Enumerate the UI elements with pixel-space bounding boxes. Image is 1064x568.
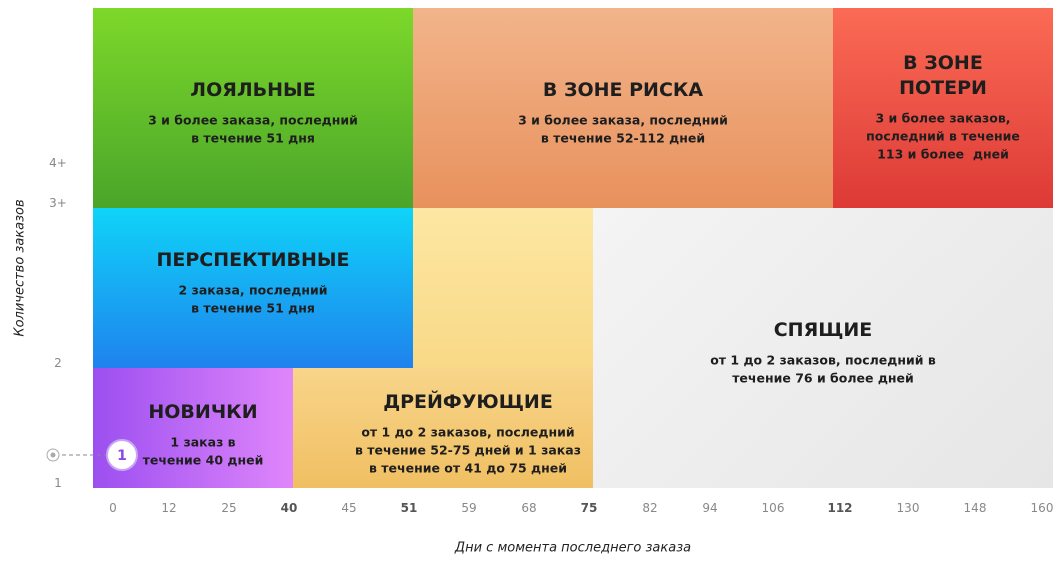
segment-title: НОВИЧКИ	[148, 401, 258, 423]
marker-label: 1	[117, 448, 127, 464]
segment-text: течение 40 дней	[142, 452, 264, 468]
segment-title: ДРЕЙФУЮЩИЕ	[383, 391, 553, 413]
x-tick-label: 106	[761, 501, 785, 515]
y-axis-title: Количество заказов	[12, 199, 28, 337]
segment-title: ПОТЕРИ	[899, 77, 987, 99]
segment-text: 113 и более дней	[877, 146, 1009, 162]
x-tick-label: 25	[221, 501, 237, 515]
x-tick-label: 148	[963, 501, 987, 515]
x-tick-label: 12	[161, 501, 177, 515]
y-tick-label: 4+	[49, 156, 67, 170]
x-tick-label: 130	[896, 501, 920, 515]
segment-text: от 1 до 2 заказов, последний	[361, 424, 575, 440]
segment-text: 3 и более заказов,	[875, 110, 1011, 126]
y-tick-label: 1	[54, 476, 62, 490]
x-tick-label: 45	[341, 501, 357, 515]
x-axis-title: Дни с момента последнего заказа	[454, 540, 692, 556]
x-tick-label: 75	[580, 501, 598, 515]
x-tick-label: 68	[521, 501, 537, 515]
segment-drifting-top	[413, 208, 593, 368]
segment-text: 3 и более заказа, последний	[148, 112, 358, 128]
segment-perspective	[93, 208, 413, 368]
segment-text: течение 76 и более дней	[732, 370, 914, 386]
segment-text: в течение 52-75 дней и 1 заказ	[355, 442, 581, 458]
x-tick-label: 40	[280, 501, 298, 515]
segment-text: от 1 до 2 заказов, последний в	[710, 352, 936, 368]
segment-text: в течение от 41 до 75 дней	[369, 460, 567, 476]
segment-text: 3 и более заказа, последний	[518, 112, 728, 128]
x-tick-label: 160	[1030, 501, 1054, 515]
segment-title: В ЗОНЕ	[903, 52, 983, 74]
x-tick-label: 82	[642, 501, 658, 515]
marker-dot-core	[50, 452, 56, 458]
segment-text: в течение 52-112 дней	[540, 130, 706, 146]
segment-title: ПЕРСПЕКТИВНЫЕ	[156, 249, 350, 271]
segment-title: ЛОЯЛЬНЫЕ	[190, 79, 316, 101]
x-tick-label: 0	[109, 501, 117, 515]
segment-risk	[413, 8, 833, 208]
segment-text: 1 заказ в	[170, 434, 236, 450]
segment-text: последний в течение	[866, 128, 1020, 144]
x-tick-label: 94	[702, 501, 718, 515]
segment-lost	[833, 8, 1053, 208]
x-tick-label: 51	[400, 501, 418, 515]
segment-text: в течение 51 дня	[191, 300, 315, 316]
x-tick-label: 112	[827, 501, 853, 515]
segment-title: СПЯЩИЕ	[773, 319, 873, 341]
segment-title: В ЗОНЕ РИСКА	[542, 79, 704, 101]
segment-text: 2 заказа, последний	[178, 282, 328, 298]
x-tick-label: 59	[461, 501, 477, 515]
segment-loyal	[93, 8, 413, 208]
y-tick-label: 2	[54, 356, 62, 370]
y-tick-label: 3+	[49, 196, 67, 210]
segment-text: в течение 51 дня	[191, 130, 315, 146]
marker-badge	[106, 439, 138, 471]
segment-sleeping	[593, 208, 1053, 488]
segment-drifting	[293, 368, 593, 488]
